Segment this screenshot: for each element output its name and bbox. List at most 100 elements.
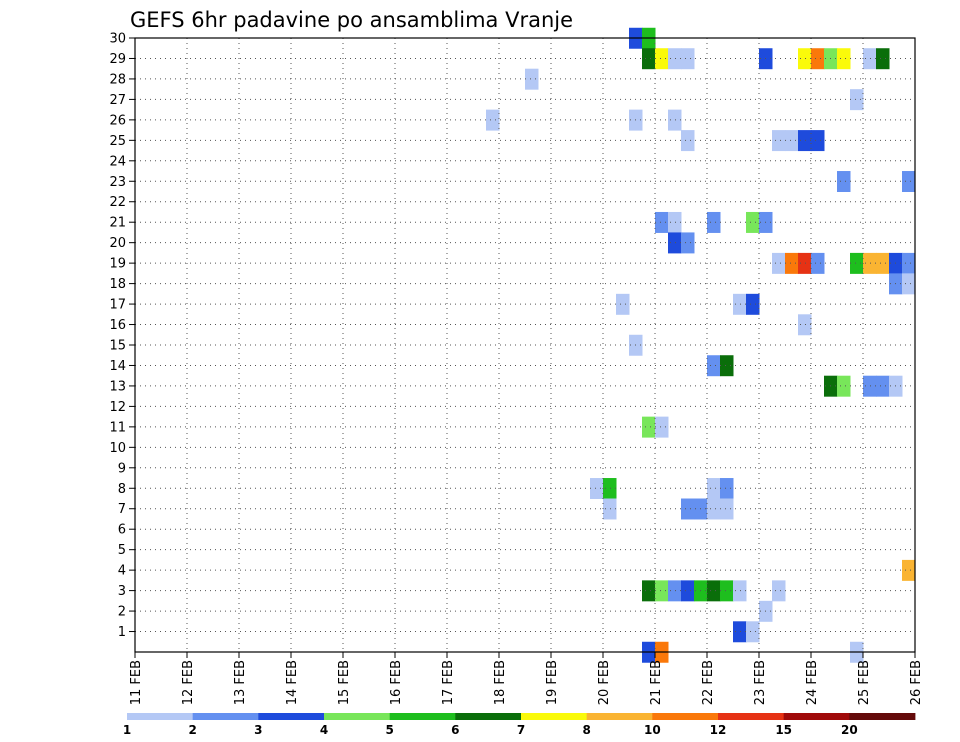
- legend-label: 1: [123, 723, 131, 737]
- heatmap-cell: [707, 580, 721, 602]
- chart-title: GEFS 6hr padavine po ansamblima Vranje: [130, 8, 573, 32]
- x-tick-label: 14 FEB: [285, 660, 300, 705]
- y-tick-label: 23: [109, 175, 126, 190]
- legend-label: 15: [775, 723, 792, 737]
- y-tick-label: 28: [109, 72, 126, 87]
- heatmap-cell: [902, 559, 916, 581]
- heatmap-cell: [642, 416, 656, 438]
- heatmap-cell: [746, 293, 760, 315]
- legend-label: 20: [841, 723, 858, 737]
- legend-label: 12: [710, 723, 727, 737]
- heatmap-cell: [772, 580, 786, 602]
- heatmap-cell: [681, 48, 695, 70]
- heatmap-cell: [863, 252, 877, 274]
- legend-swatch: [849, 713, 916, 720]
- y-tick-label: 21: [109, 216, 126, 231]
- heatmap-cell: [876, 252, 890, 274]
- legend-swatch: [521, 713, 588, 720]
- legend-label: 2: [188, 723, 196, 737]
- y-tick-label: 7: [118, 502, 126, 517]
- y-tick-label: 15: [109, 339, 126, 354]
- heatmap-cell: [655, 416, 669, 438]
- heatmap-cell: [707, 498, 721, 520]
- heatmap-cell: [642, 48, 656, 70]
- y-tick-label: 19: [109, 257, 126, 272]
- legend-swatch: [718, 713, 785, 720]
- y-tick-label: 16: [109, 318, 126, 333]
- heatmap-cell: [733, 580, 747, 602]
- x-tick-label: 13 FEB: [233, 660, 248, 705]
- x-tick-label: 15 FEB: [337, 660, 352, 705]
- y-tick-label: 13: [109, 379, 126, 394]
- legend-label: 6: [451, 723, 459, 737]
- x-tick-label: 20 FEB: [597, 660, 612, 705]
- heatmap-cell: [837, 48, 851, 70]
- heatmap-cell: [668, 232, 682, 254]
- legend-label: 3: [254, 723, 262, 737]
- heatmap-cell: [720, 580, 734, 602]
- x-tick-label: 12 FEB: [181, 660, 196, 705]
- heatmap-cell: [863, 48, 877, 70]
- heatmap-cell: [837, 375, 851, 397]
- heatmap-cell: [655, 211, 669, 233]
- y-tick-label: 5: [118, 543, 126, 558]
- x-tick-label: 17 FEB: [441, 660, 456, 705]
- x-tick-label: 22 FEB: [701, 660, 716, 705]
- y-tick-label: 22: [109, 195, 126, 210]
- heatmap-cell: [720, 478, 734, 499]
- legend-swatch: [324, 713, 391, 720]
- heatmap-cell: [603, 478, 617, 499]
- legend-swatch: [586, 713, 653, 720]
- heatmap-cell: [746, 621, 760, 643]
- y-tick-label: 18: [109, 277, 126, 292]
- heatmap-cell: [720, 498, 734, 520]
- y-tick-label: 17: [109, 298, 126, 313]
- legend-label: 4: [320, 723, 328, 737]
- heatmap-cell: [668, 211, 682, 233]
- y-axis-ticks: 1234567891011121314151617181920212223242…: [109, 32, 135, 640]
- heatmap-cell: [733, 621, 747, 643]
- heatmap-cell: [681, 232, 695, 254]
- heatmap-cell: [720, 355, 734, 377]
- y-tick-label: 11: [109, 420, 126, 435]
- heatmap-cell: [772, 252, 786, 274]
- heatmap-cell: [668, 580, 682, 602]
- legend-swatch: [258, 713, 325, 720]
- x-axis-ticks: 11 FEB 12 FEB 13 FEB 14 FEB 15 FEB 16 FEB 17 F…: [129, 652, 924, 705]
- heatmap-cell: [850, 252, 864, 274]
- x-tick-label: 21 FEB: [649, 660, 664, 705]
- heatmap-cell: [902, 273, 916, 295]
- legend-swatch: [652, 713, 719, 720]
- heatmap-cell: [798, 130, 812, 152]
- heatmap-cell: [590, 478, 604, 499]
- y-tick-label: 24: [109, 154, 126, 169]
- heatmap-cell: [655, 580, 669, 602]
- heatmap-cell: [486, 109, 500, 131]
- y-tick-label: 3: [118, 584, 126, 599]
- y-tick-label: 6: [118, 523, 126, 538]
- heatmap-cell: [681, 498, 695, 520]
- color-legend: 1 2 3 4 5 6 7 8 10 12 15 20: [123, 713, 916, 737]
- heatmap-cell: [707, 355, 721, 377]
- x-tick-label: 19 FEB: [545, 660, 560, 705]
- y-tick-label: 10: [109, 441, 126, 456]
- x-tick-label: 23 FEB: [753, 660, 768, 705]
- heatmap-cells: [486, 27, 916, 663]
- y-tick-label: 8: [118, 482, 126, 497]
- y-tick-label: 12: [109, 400, 126, 415]
- x-tick-label: 16 FEB: [389, 660, 404, 705]
- heatmap-cell: [525, 68, 539, 90]
- legend-label: 5: [385, 723, 393, 737]
- legend-swatch: [455, 713, 522, 720]
- heatmap-cell: [707, 211, 721, 233]
- x-tick-label: 11 FEB: [129, 660, 144, 705]
- heatmap-cell: [785, 130, 799, 152]
- heatmap-cell: [668, 109, 682, 131]
- heatmap-cell: [902, 171, 916, 192]
- heatmap-cell: [798, 314, 812, 336]
- heatmap-cell: [681, 130, 695, 152]
- x-tick-label: 18 FEB: [493, 660, 508, 705]
- heatmap-cell: [655, 48, 669, 70]
- heatmap-cell: [863, 375, 877, 397]
- y-tick-label: 20: [109, 236, 126, 251]
